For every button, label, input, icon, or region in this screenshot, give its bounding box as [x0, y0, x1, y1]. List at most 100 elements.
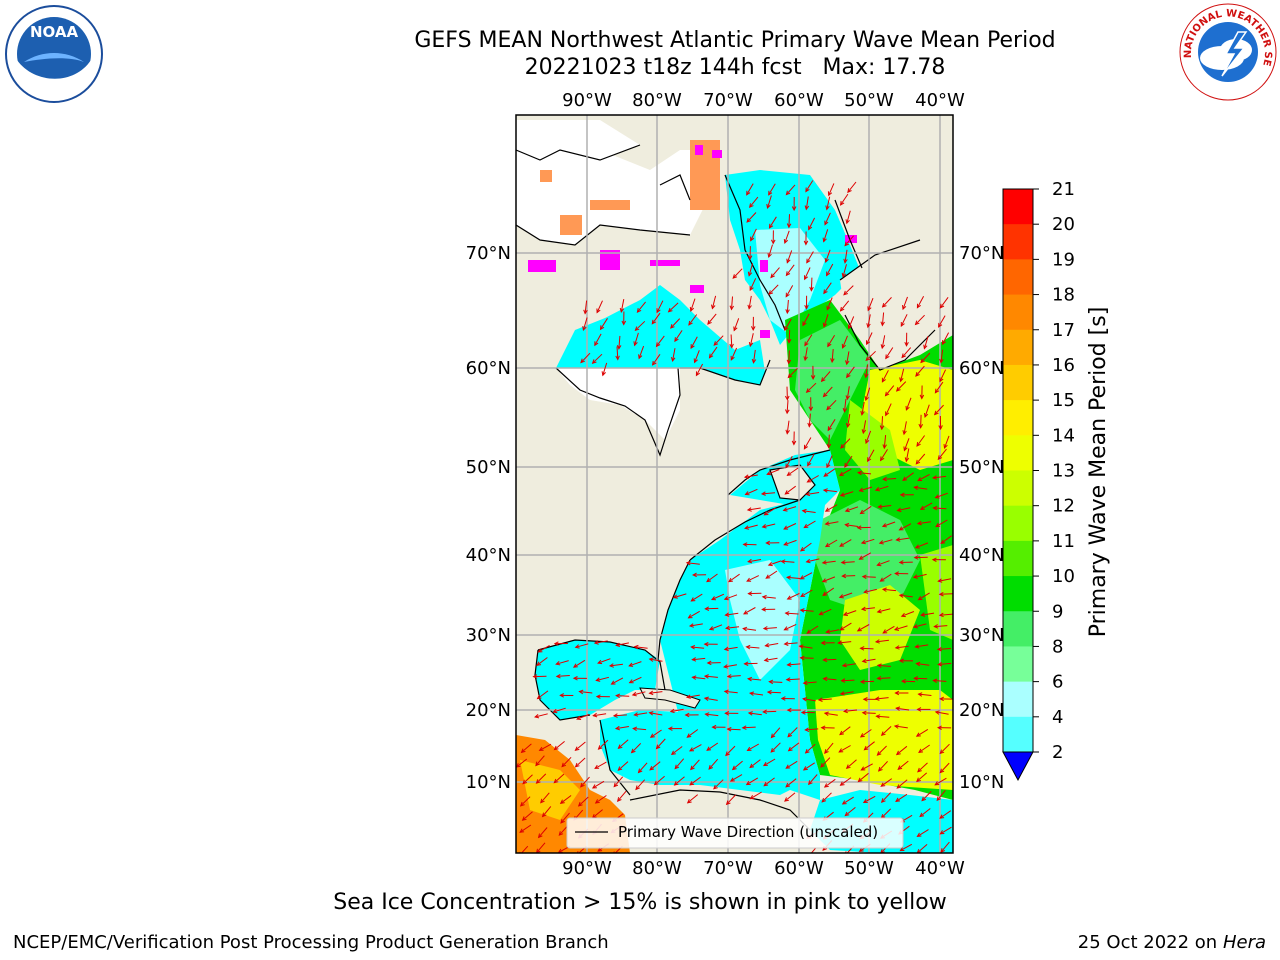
wave-direction-arrowhead [804, 749, 810, 754]
map-legend: Primary Wave Direction (unscaled) [566, 817, 904, 849]
colorbar-tick-label: 18 [1052, 285, 1075, 306]
wave-direction-arrowhead [595, 677, 601, 682]
wave-direction-arrowhead [806, 629, 812, 634]
wave-direction-arrow [805, 180, 814, 192]
wave-direction-arrow [841, 679, 855, 682]
wave-direction-arrow [860, 505, 872, 514]
wave-direction-arrowhead [578, 689, 584, 695]
wave-direction-arrowhead [863, 745, 869, 751]
colorbar-segment [1003, 224, 1033, 260]
wave-direction-arrowhead [725, 625, 731, 631]
wave-direction-arrowhead [538, 746, 544, 751]
wave-direction-arrow [540, 792, 550, 804]
wave-direction-arrow [652, 354, 661, 366]
wave-direction-arrowhead [591, 359, 597, 364]
wave-direction-arrowhead [897, 765, 903, 771]
wave-direction-arrow [840, 777, 852, 786]
wave-direction-arrow [944, 435, 950, 449]
wave-direction-arrow [800, 589, 813, 597]
wave-direction-arrow [938, 578, 952, 582]
wave-direction-arrow [617, 790, 627, 802]
wave-direction-arrow [784, 623, 797, 631]
wave-direction-arrowhead [936, 725, 942, 730]
wave-direction-arrow [881, 312, 885, 326]
wave-direction-arrowhead [937, 455, 943, 461]
wave-direction-arrow [917, 762, 928, 773]
wave-direction-arrow [560, 812, 570, 824]
wave-direction-arrowhead [915, 371, 920, 377]
nws-logo: NATIONAL WEATHER SERVICE [1178, 2, 1277, 101]
legend-label: Primary Wave Direction (unscaled) [618, 823, 878, 841]
wave-direction-arrowhead [619, 307, 625, 314]
wave-direction-arrow [881, 726, 892, 736]
wave-direction-arrow [885, 403, 892, 416]
wave-direction-arrowhead [860, 410, 865, 416]
footer-host: Hera [1222, 932, 1266, 953]
colorbar-label: Primary Wave Mean Period [s] [1086, 307, 1111, 638]
wave-direction-arrow [746, 777, 759, 786]
wave-direction-arrowhead [648, 657, 654, 662]
wave-direction-arrow [634, 712, 648, 716]
wave-direction-arrowhead [638, 354, 643, 360]
wave-direction-arrowhead [881, 302, 887, 308]
wave-direction-arrow [934, 625, 948, 628]
wave-direction-arrowhead [686, 798, 692, 804]
wave-direction-arrow [575, 741, 586, 751]
wave-direction-arrow [939, 369, 947, 382]
wave-direction-arrow [687, 729, 699, 738]
wave-direction-arrowhead [783, 541, 789, 546]
wave-direction-arrowhead [939, 377, 944, 383]
wave-direction-arrow [609, 663, 623, 667]
wave-direction-arrow [899, 594, 913, 598]
wave-direction-arrow [902, 296, 908, 310]
wave-direction-arrow [688, 610, 700, 619]
wave-direction-arrowhead [633, 712, 639, 717]
wave-direction-arrow [747, 743, 760, 751]
wave-direction-arrowhead [839, 306, 845, 312]
wave-direction-arrow [786, 400, 789, 414]
wave-direction-arrowhead [592, 712, 598, 718]
wave-direction-arrow [862, 658, 876, 662]
wave-direction-arrow [631, 743, 642, 753]
wave-direction-arrow [704, 675, 718, 678]
wave-direction-arrow [785, 285, 794, 297]
wave-direction-arrow [875, 639, 889, 643]
wave-direction-arrow [844, 807, 856, 816]
wave-direction-arrowhead [594, 799, 600, 804]
wave-direction-arrow [786, 678, 800, 681]
wave-direction-arrow [822, 587, 835, 596]
wave-direction-arrow [537, 690, 549, 700]
wave-direction-arrow [847, 181, 857, 193]
wave-direction-arrow [521, 743, 532, 753]
wave-direction-arrowhead [859, 679, 865, 684]
wave-direction-arrowhead [934, 710, 940, 715]
wave-direction-arrowhead [743, 661, 749, 666]
wave-direction-arrow [690, 336, 698, 349]
wave-direction-arrowhead [842, 611, 848, 616]
wave-direction-arrowhead [874, 696, 880, 701]
wave-direction-arrow [885, 347, 894, 359]
wave-direction-arrow [915, 365, 925, 377]
wave-direction-arrow [900, 368, 905, 382]
wave-direction-arrow [670, 708, 684, 713]
wave-direction-arrowhead [750, 236, 755, 242]
lon-ticks-top: 90°W 80°W 70°W 60°W 50°W 40°W [562, 90, 965, 111]
wave-direction-arrowhead [936, 796, 942, 802]
wave-direction-arrow [882, 521, 896, 527]
wave-direction-arrow [861, 401, 865, 415]
wave-direction-arrowhead [882, 444, 887, 450]
wave-direction-arrow [691, 646, 705, 649]
wave-direction-arrowhead [916, 303, 921, 309]
wave-direction-arrowhead [809, 286, 814, 292]
wave-direction-arrowhead [553, 745, 559, 751]
wave-direction-arrow [881, 335, 886, 349]
wave-direction-arrow [650, 729, 662, 738]
colorbar-tick-label: 16 [1052, 355, 1075, 376]
wave-direction-arrow [915, 542, 929, 549]
wave-direction-arrow [823, 489, 837, 493]
wave-direction-arrow [940, 841, 950, 853]
wave-direction-arrowhead [787, 732, 793, 738]
wave-direction-arrow [842, 575, 856, 577]
wave-direction-arrow [802, 510, 816, 513]
wave-direction-arrowhead [900, 678, 906, 684]
